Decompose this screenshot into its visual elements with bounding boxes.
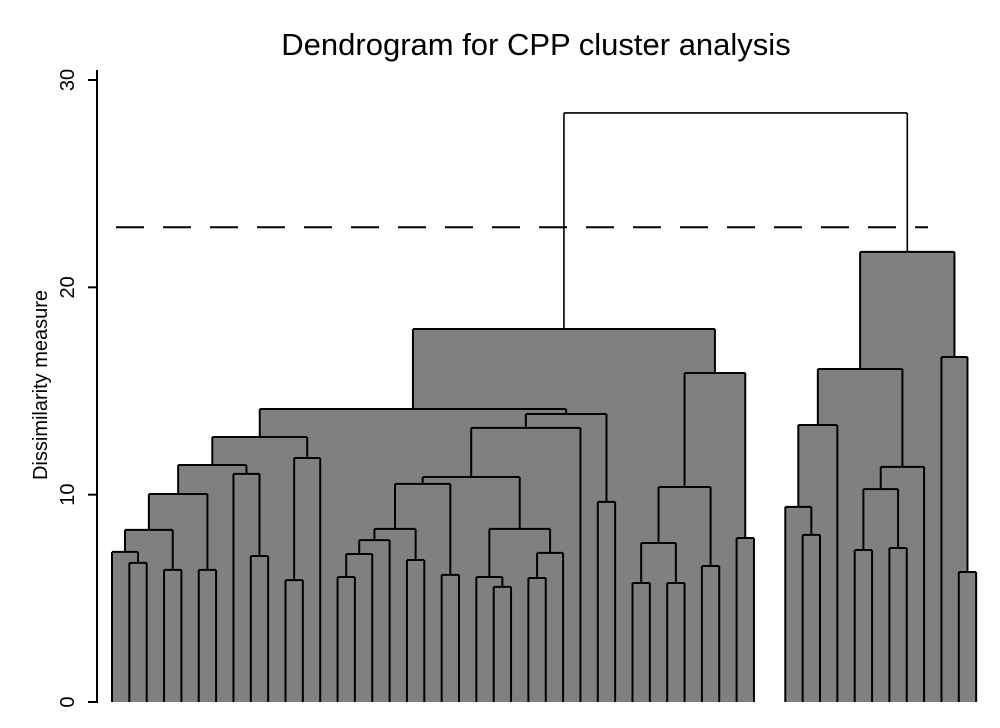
dendrogram-tree xyxy=(111,112,978,702)
y-tick-label: 20 xyxy=(57,276,79,298)
chart-title: Dendrogram for CPP cluster analysis xyxy=(281,27,790,62)
y-tick-label: 10 xyxy=(57,484,79,506)
y-tick-label: 0 xyxy=(57,696,79,707)
y-tick-label: 30 xyxy=(57,69,79,91)
y-axis-label: Dissimilarity measure xyxy=(30,290,52,480)
